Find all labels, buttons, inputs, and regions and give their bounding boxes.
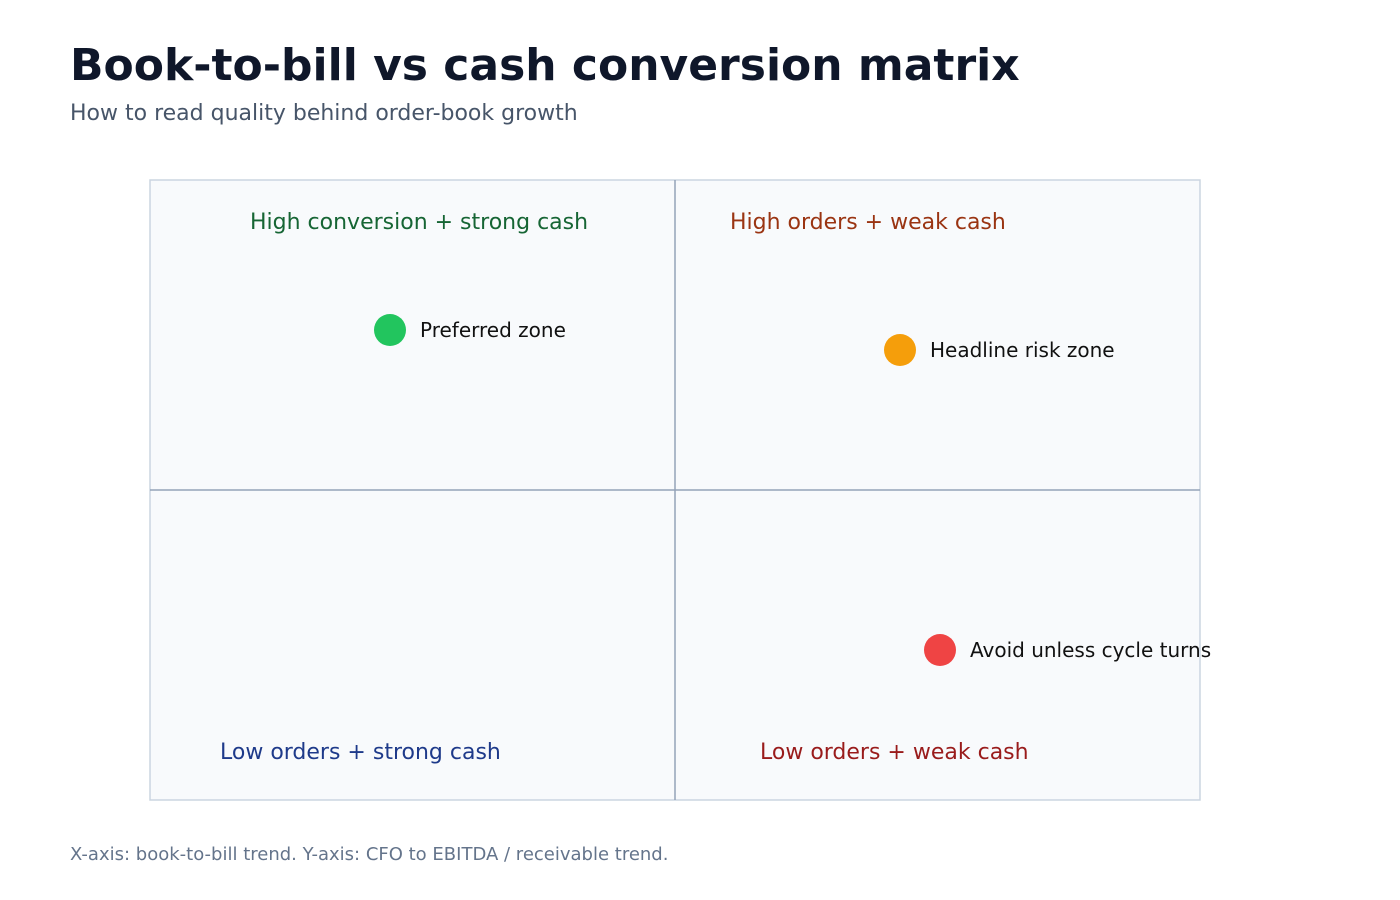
quadrant-label-top-right: High orders + weak cash	[730, 210, 1006, 235]
quadrant-label-bottom-right: Low orders + weak cash	[760, 740, 1029, 765]
quadrant-label-bottom-left: Low orders + strong cash	[220, 740, 501, 765]
point-label-avoid: Avoid unless cycle turns	[970, 638, 1211, 662]
quadrant-label-top-left: High conversion + strong cash	[250, 210, 588, 235]
point-marker-preferred	[374, 314, 406, 346]
point-label-headline-risk: Headline risk zone	[930, 338, 1115, 362]
point-marker-headline-risk	[884, 334, 916, 366]
page-title: Book-to-bill vs cash conversion matrix	[70, 40, 1020, 91]
point-marker-avoid	[924, 634, 956, 666]
page-subtitle: How to read quality behind order-book gr…	[70, 101, 578, 126]
footnote: X-axis: book-to-bill trend. Y-axis: CFO …	[70, 844, 668, 865]
point-label-preferred: Preferred zone	[420, 318, 566, 342]
